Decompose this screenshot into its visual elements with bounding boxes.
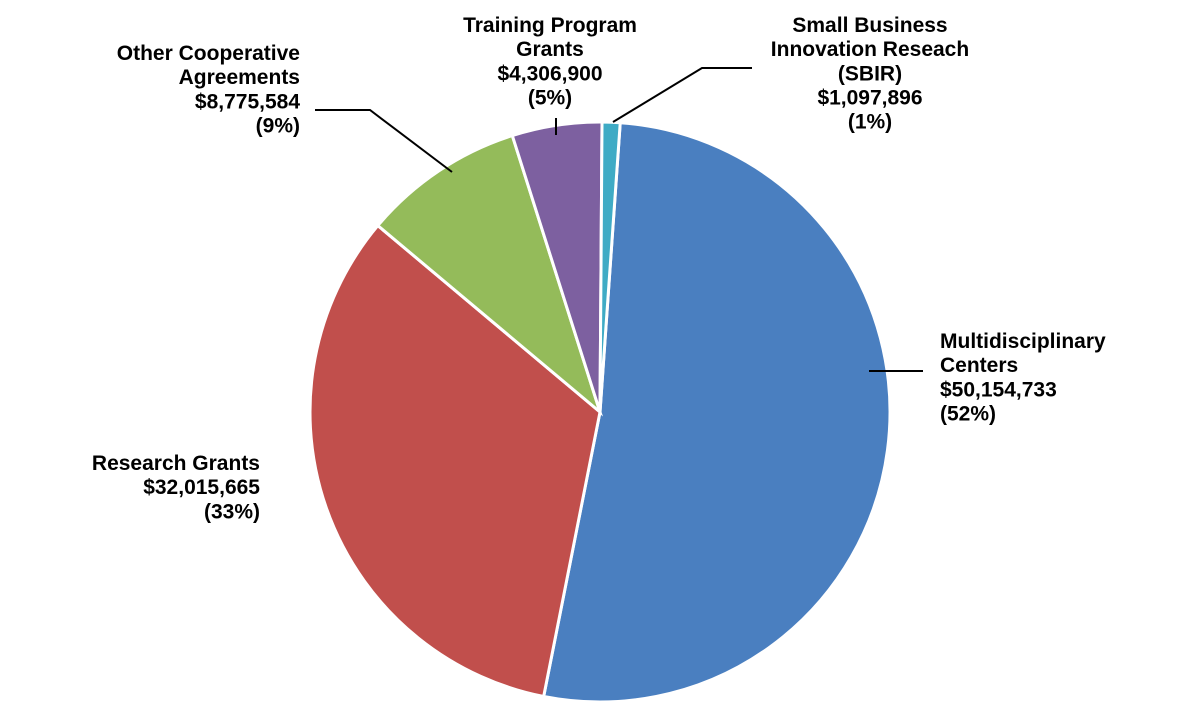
pie-chart: MultidisciplinaryCenters$50,154,733(52%)… xyxy=(0,0,1200,718)
slice-label: MultidisciplinaryCenters$50,154,733(52%) xyxy=(940,330,1106,425)
leader-line xyxy=(315,110,452,172)
slice-label: Research Grants$32,015,665(33%) xyxy=(92,452,260,523)
leader-line xyxy=(613,68,752,122)
slice-label: Small BusinessInnovation Reseach(SBIR)$1… xyxy=(771,14,969,134)
slice-label: Other CooperativeAgreements$8,775,584(9%… xyxy=(117,42,301,137)
slice-label: Training ProgramGrants$4,306,900(5%) xyxy=(463,14,637,109)
